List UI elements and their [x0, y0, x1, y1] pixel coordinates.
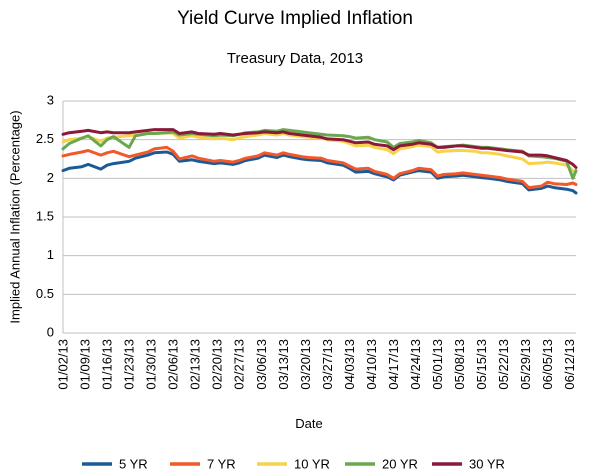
x-tick-label: 01/23/13: [122, 339, 137, 390]
y-axis-tick-labels: 0 0.5 1 1.5 2 2.5 3: [36, 92, 54, 339]
x-tick-label: 05/08/13: [452, 339, 467, 390]
x-tick-label: 01/30/13: [144, 339, 159, 390]
legend-label: 20 YR: [382, 456, 418, 471]
x-tick-label: 04/03/13: [342, 339, 357, 390]
x-tick-label: 05/29/13: [518, 339, 533, 390]
legend-label: 10 YR: [294, 456, 330, 471]
y-tick-label: 1.5: [36, 208, 54, 223]
legend: 5 YR 7 YR 10 YR 20 YR 30 YR: [82, 456, 505, 471]
x-tick-label: 05/15/13: [474, 339, 489, 390]
x-tick-label: 02/06/13: [166, 339, 181, 390]
x-tick-label: 03/06/13: [254, 339, 269, 390]
y-tick-label: 0: [47, 324, 54, 339]
x-tick-label: 03/20/13: [298, 339, 313, 390]
y-gridlines: [63, 100, 576, 295]
x-tick-label: 05/01/13: [430, 339, 445, 390]
x-tick-label: 03/13/13: [276, 339, 291, 390]
y-tick-label: 0.5: [36, 286, 54, 301]
series-line-5-yr: [61, 150, 578, 195]
legend-label: 7 YR: [207, 456, 236, 471]
legend-label: 5 YR: [119, 456, 148, 471]
x-tick-label: 01/02/13: [56, 339, 71, 390]
legend-label: 30 YR: [469, 456, 505, 471]
y-tick-label: 1: [47, 247, 54, 262]
x-tick-label: 02/13/13: [188, 339, 203, 390]
y-tick-label: 2: [47, 170, 54, 185]
series-lines: [61, 128, 578, 195]
chart-subtitle: Treasury Data, 2013: [227, 50, 363, 67]
x-tick-label: 04/17/13: [386, 339, 401, 390]
x-tick-label: 03/27/13: [320, 339, 335, 390]
x-tick-label: 01/16/13: [100, 339, 115, 390]
x-tick-label: 06/12/13: [562, 339, 577, 390]
x-tick-label: 04/24/13: [408, 339, 423, 390]
y-axis-label: Implied Annual Inflation (Percentage): [7, 110, 22, 323]
chart-title: Yield Curve Implied Inflation: [177, 8, 413, 29]
series-line-30-yr: [61, 128, 578, 169]
x-axis-tick-labels: 01/02/13 01/09/13 01/16/13 01/23/13 01/30/13…: [56, 339, 578, 390]
series-line-7-yr: [61, 145, 578, 190]
x-tick-label: 06/05/13: [540, 339, 555, 390]
x-tick-label: 01/09/13: [78, 339, 93, 390]
x-tick-label: 02/27/13: [232, 339, 247, 390]
x-axis-label: Date: [295, 416, 322, 431]
y-tick-label: 3: [47, 92, 54, 107]
y-tick-label: 2.5: [36, 131, 54, 146]
x-tick-label: 02/20/13: [210, 339, 225, 390]
x-tick-label: 04/10/13: [364, 339, 379, 390]
x-tick-label: 05/22/13: [496, 339, 511, 390]
